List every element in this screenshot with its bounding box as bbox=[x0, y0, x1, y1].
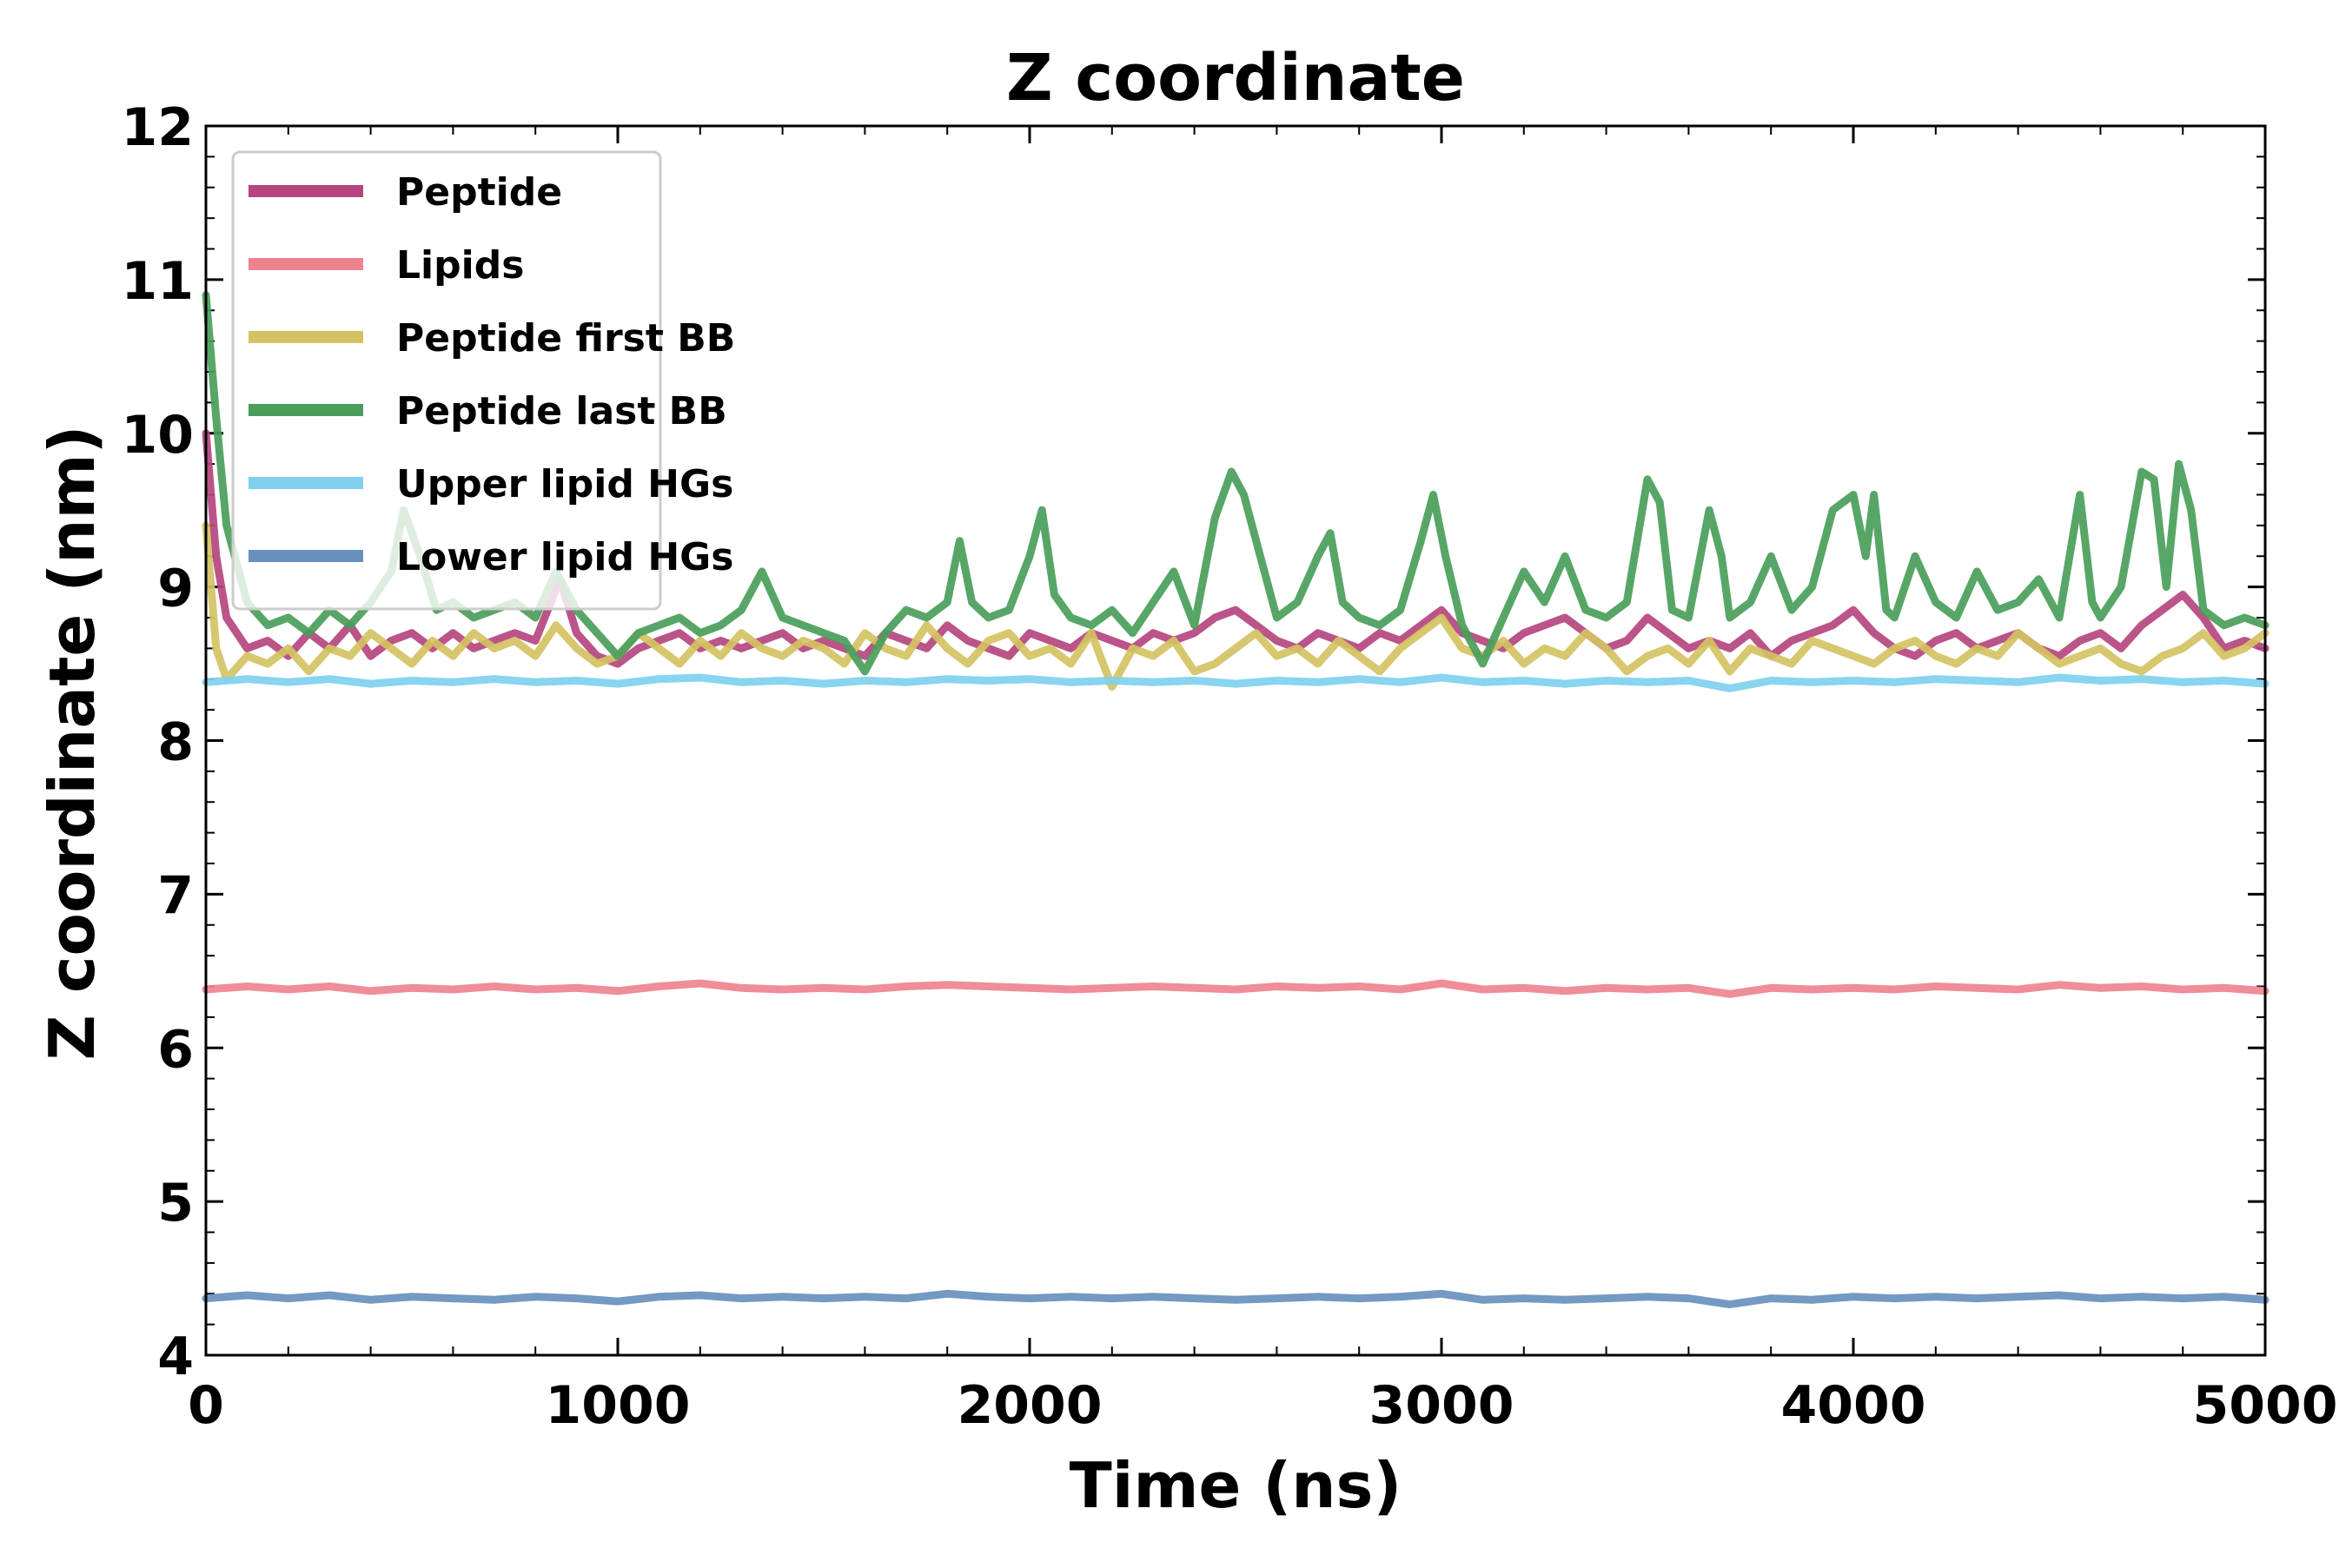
y-axis-label: Z coordinate (nm) bbox=[36, 426, 109, 1061]
x-tick-label: 1000 bbox=[546, 1375, 691, 1436]
y-tick-label: 10 bbox=[122, 405, 195, 466]
legend-label: Peptide bbox=[396, 170, 562, 215]
series-line-lower-lipid-hgs bbox=[202, 1289, 2270, 1309]
x-tick-label: 0 bbox=[188, 1375, 224, 1436]
legend-label: Lower lipid HGs bbox=[396, 535, 733, 579]
series-line-lipids bbox=[202, 979, 2270, 998]
y-tick-label: 4 bbox=[157, 1327, 194, 1387]
y-tick-label: 12 bbox=[122, 97, 195, 158]
legend-label: Lipids bbox=[396, 243, 524, 288]
chart-title: Z coordinate bbox=[1006, 41, 1465, 116]
x-tick-label: 5000 bbox=[2193, 1375, 2338, 1436]
x-tick-label: 3000 bbox=[1369, 1375, 1514, 1436]
legend-label: Peptide first BB bbox=[396, 316, 735, 361]
series-line-upper-lipid-hgs bbox=[202, 673, 2270, 692]
axis-ticks: 0 1000 2000 3000 4000 5000 4 5 6 7 8 9 10 11 12 bbox=[122, 97, 2338, 1436]
y-tick-label: 7 bbox=[157, 865, 194, 926]
legend: Peptide Lipids Peptide first BB Peptide las… bbox=[231, 150, 735, 611]
y-tick-label: 5 bbox=[157, 1173, 194, 1234]
plot-frame bbox=[204, 124, 2267, 1357]
series-line-peptide-first-bb bbox=[202, 521, 2270, 691]
y-tick-label: 9 bbox=[157, 559, 194, 619]
y-tick-label: 8 bbox=[157, 712, 194, 773]
y-tick-label: 6 bbox=[157, 1019, 194, 1080]
legend-label: Peptide last BB bbox=[396, 389, 727, 433]
x-tick-label: 2000 bbox=[958, 1375, 1103, 1436]
x-axis-label: Time (ns) bbox=[1070, 1449, 1402, 1522]
legend-label: Upper lipid HGs bbox=[396, 462, 733, 506]
series-line-peptide bbox=[202, 429, 2270, 668]
y-tick-label: 11 bbox=[122, 251, 195, 312]
x-tick-label: 4000 bbox=[1781, 1375, 1926, 1436]
